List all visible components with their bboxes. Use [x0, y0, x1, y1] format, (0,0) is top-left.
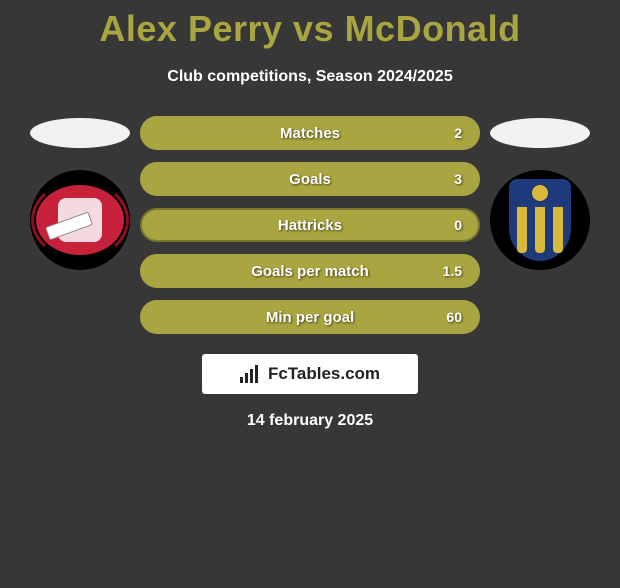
stat-bar: Goals per match 1.5 [140, 254, 480, 288]
left-player-column [30, 116, 130, 270]
right-club-crest [490, 170, 590, 270]
right-player-column [490, 116, 590, 270]
stat-bar: Matches 2 [140, 116, 480, 150]
generation-date: 14 february 2025 [0, 412, 620, 430]
stat-bar: Goals 3 [140, 162, 480, 196]
stat-value: 0 [454, 217, 462, 233]
left-player-avatar [30, 116, 130, 150]
brand-text: FcTables.com [268, 364, 380, 384]
stat-label: Matches [280, 125, 340, 142]
stats-column: Matches 2 Goals 3 Hattricks 0 Goals per match 1… [140, 116, 480, 346]
avatar-placeholder-icon [30, 118, 130, 148]
stat-value: 2 [454, 125, 462, 141]
club-crest-icon [509, 179, 571, 261]
stat-label: Goals per match [251, 263, 369, 280]
comparison-title: Alex Perry vs McDonald [0, 8, 620, 50]
barchart-icon [240, 365, 262, 383]
season-subtitle: Club competitions, Season 2024/2025 [0, 68, 620, 86]
stat-value: 60 [446, 309, 462, 325]
right-player-avatar [490, 116, 590, 150]
left-club-crest [30, 170, 130, 270]
comparison-row: Matches 2 Goals 3 Hattricks 0 Goals per match 1… [0, 116, 620, 346]
stat-label: Goals [289, 171, 331, 188]
club-crest-icon [36, 185, 124, 255]
stat-value: 1.5 [443, 263, 462, 279]
stat-bar: Hattricks 0 [140, 208, 480, 242]
brand-badge: FcTables.com [202, 354, 418, 394]
stat-value: 3 [454, 171, 462, 187]
stat-label: Hattricks [278, 217, 342, 234]
avatar-placeholder-icon [490, 118, 590, 148]
stat-label: Min per goal [266, 309, 354, 326]
stat-bar: Min per goal 60 [140, 300, 480, 334]
